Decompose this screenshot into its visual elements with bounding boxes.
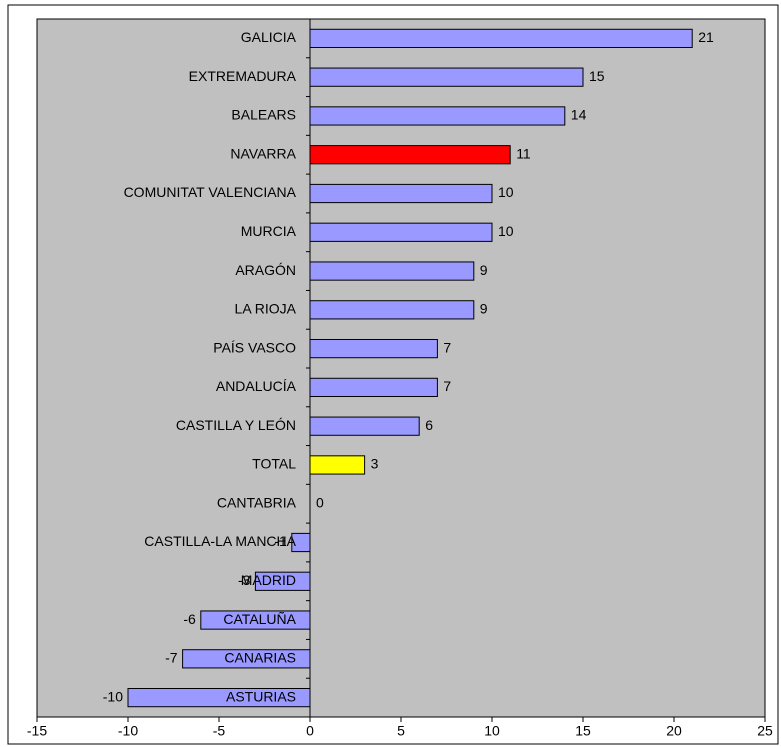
value-label: -1: [274, 533, 287, 549]
value-label: 9: [480, 262, 488, 278]
x-tick-label: 5: [397, 723, 405, 739]
x-tick-label: -15: [27, 723, 47, 739]
category-label: ANDALUCÍA: [216, 378, 297, 394]
bar: [309, 222, 493, 242]
x-tick-label: 20: [666, 723, 682, 739]
value-label: 9: [480, 301, 488, 317]
value-label: 15: [589, 68, 605, 84]
category-label: TOTAL: [252, 456, 296, 472]
value-label: 14: [571, 107, 587, 123]
value-label: -6: [183, 611, 196, 627]
category-label: MADRID: [241, 572, 296, 588]
bar: [309, 183, 493, 204]
category-label: MURCIA: [241, 223, 297, 239]
bar: [309, 300, 475, 320]
category-label: CATALUÑA: [223, 611, 296, 627]
category-label: CANARIAS: [224, 650, 296, 666]
bar: [309, 377, 438, 398]
bar: [309, 106, 566, 126]
bar: [309, 455, 366, 475]
x-tick-label: 0: [306, 723, 314, 739]
value-label: -10: [103, 688, 123, 704]
x-tick-label: 10: [484, 723, 500, 739]
category-label: EXTREMADURA: [189, 68, 297, 84]
value-label: 11: [516, 145, 531, 161]
x-tick-label: -10: [118, 723, 138, 739]
value-label: -7: [165, 650, 178, 666]
bar: [309, 145, 511, 165]
category-label: CASTILLA-LA MANCHA: [144, 533, 296, 549]
category-label: PAÍS VASCO: [213, 339, 296, 355]
value-label: 10: [498, 223, 514, 239]
x-tick-label: -5: [213, 723, 226, 739]
bar: [309, 261, 475, 281]
bar: [309, 416, 420, 436]
category-label: NAVARRA: [230, 145, 296, 161]
category-label: GALICIA: [241, 29, 297, 45]
x-tick-label: 15: [575, 723, 591, 739]
value-label: 3: [371, 456, 379, 472]
category-label: COMUNITAT VALENCIANA: [124, 184, 297, 200]
value-label: 6: [425, 417, 433, 433]
value-label: 7: [443, 378, 451, 394]
category-label: ARAGÓN: [235, 262, 296, 278]
category-label: CANTABRIA: [217, 494, 297, 510]
value-label: -3: [238, 572, 251, 588]
value-label: 7: [443, 339, 451, 355]
bar: [309, 67, 584, 87]
x-tick-label: 25: [757, 723, 773, 739]
plot-area: [36, 18, 766, 718]
value-label: 21: [698, 29, 714, 45]
bar: [309, 338, 438, 359]
category-label: ASTURIAS: [226, 688, 296, 704]
bar: [309, 28, 693, 49]
category-label: LA RIOJA: [235, 301, 297, 317]
category-label: BALEARS: [231, 107, 296, 123]
category-label: CASTILLA Y LEÓN: [176, 417, 296, 433]
value-label: 0: [316, 494, 324, 510]
value-label: 10: [498, 184, 514, 200]
